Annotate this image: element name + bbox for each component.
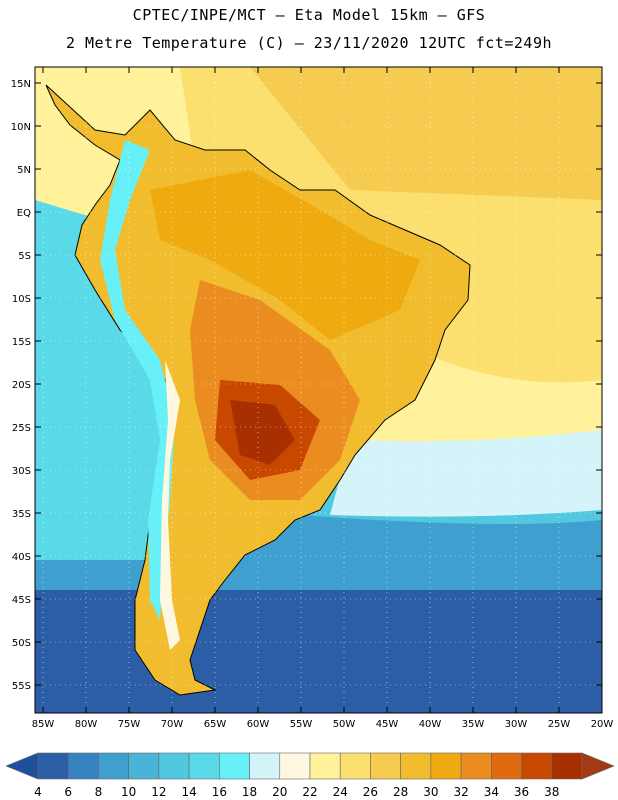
colorbar-swatch xyxy=(370,752,401,780)
colorbar-swatch xyxy=(491,752,522,780)
colorbar-label: 10 xyxy=(121,785,136,799)
lat-label: EQ xyxy=(17,208,31,219)
lon-labels: 85W 80W 75W 70W 65W 60W 55W 50W 45W 40W 35W 30W 25W 2… xyxy=(32,67,614,730)
colorbar-label: 36 xyxy=(514,785,529,799)
lon-label: 25W xyxy=(548,719,571,730)
colorbar-swatch xyxy=(67,752,99,780)
ocean-atlantic-cool xyxy=(330,420,602,517)
colorbar-swatch xyxy=(400,752,432,780)
colorbar-swatch xyxy=(521,752,553,780)
colorbar-swatch xyxy=(309,752,341,780)
colorbar: 4 6 8 10 12 14 16 18 20 22 24 26 28 30 32 34 36 38 xyxy=(5,752,615,799)
title-line-1: CPTEC/INPE/MCT – Eta Model 15km – GFS xyxy=(132,6,486,24)
lon-label: 65W xyxy=(204,719,227,730)
colorbar-label: 16 xyxy=(212,785,227,799)
lon-label: 80W xyxy=(75,719,98,730)
colorbar-swatch xyxy=(158,752,190,780)
lon-label: 20W xyxy=(591,719,614,730)
lat-label: 50S xyxy=(12,638,31,649)
lat-label: 45S xyxy=(12,595,31,606)
colorbar-swatch xyxy=(460,752,492,780)
ocean-tropical-band xyxy=(250,67,602,200)
lat-label: 25S xyxy=(12,423,31,434)
colorbar-label: 30 xyxy=(423,785,438,799)
lon-label: 70W xyxy=(161,719,184,730)
lat-label: 55S xyxy=(12,681,31,692)
lat-label: 10N xyxy=(11,122,31,133)
colorbar-swatch xyxy=(249,752,281,780)
lat-label: 20S xyxy=(12,380,31,391)
colorbar-label: 22 xyxy=(302,785,317,799)
colorbar-swatch xyxy=(551,752,583,780)
colorbar-swatch xyxy=(188,752,220,780)
map-field xyxy=(35,67,602,713)
lat-label: 5S xyxy=(18,251,31,262)
colorbar-high-arrow xyxy=(581,752,615,780)
colorbar-swatch xyxy=(279,752,311,780)
lat-label: 10S xyxy=(12,294,31,305)
colorbar-label: 38 xyxy=(544,785,559,799)
colorbar-swatch xyxy=(219,752,250,780)
colorbar-swatch xyxy=(339,752,371,780)
andes-cold-strip xyxy=(100,140,175,620)
lon-label: 50W xyxy=(333,719,356,730)
colorbar-label: 14 xyxy=(181,785,196,799)
lon-label: 85W xyxy=(32,719,55,730)
colorbar-low-arrow xyxy=(5,752,39,780)
lon-label: 35W xyxy=(462,719,485,730)
colorbar-label: 12 xyxy=(151,785,166,799)
lon-label: 30W xyxy=(505,719,528,730)
lat-label: 5N xyxy=(17,165,31,176)
colorbar-label: 32 xyxy=(453,785,468,799)
lat-label: 30S xyxy=(12,466,31,477)
lat-labels: 15N 10N 5N EQ 5S 10S 15S 20S 25S 30S 35S 40S 45S 50S 5… xyxy=(11,79,602,692)
lat-label: 40S xyxy=(12,552,31,563)
colorbar-swatch xyxy=(128,752,160,780)
colorbar-label: 34 xyxy=(484,785,499,799)
colorbar-swatch xyxy=(37,752,69,780)
colorbar-label: 8 xyxy=(95,785,103,799)
andes-snow-strip xyxy=(160,360,180,650)
lon-label: 55W xyxy=(290,719,313,730)
colorbar-label: 18 xyxy=(242,785,257,799)
colorbar-swatch xyxy=(430,752,462,780)
lon-label: 75W xyxy=(118,719,141,730)
lon-label: 45W xyxy=(376,719,399,730)
colorbar-label: 26 xyxy=(363,785,378,799)
lat-label: 15S xyxy=(12,337,31,348)
chaco-hottest-zone xyxy=(230,400,295,465)
colorbar-label: 28 xyxy=(393,785,408,799)
colorbar-label: 20 xyxy=(272,785,287,799)
colorbar-swatch xyxy=(98,752,129,780)
title-line-2: 2 Metre Temperature (C) – 23/11/2020 12U… xyxy=(65,34,553,52)
lat-label: 35S xyxy=(12,509,31,520)
colorbar-label: 24 xyxy=(333,785,348,799)
lon-label: 60W xyxy=(247,719,270,730)
lon-label: 40W xyxy=(419,719,442,730)
map-frame xyxy=(34,66,603,714)
lat-label: 15N xyxy=(11,79,31,90)
colorbar-label: 4 xyxy=(34,785,42,799)
colorbar-label: 6 xyxy=(64,785,72,799)
